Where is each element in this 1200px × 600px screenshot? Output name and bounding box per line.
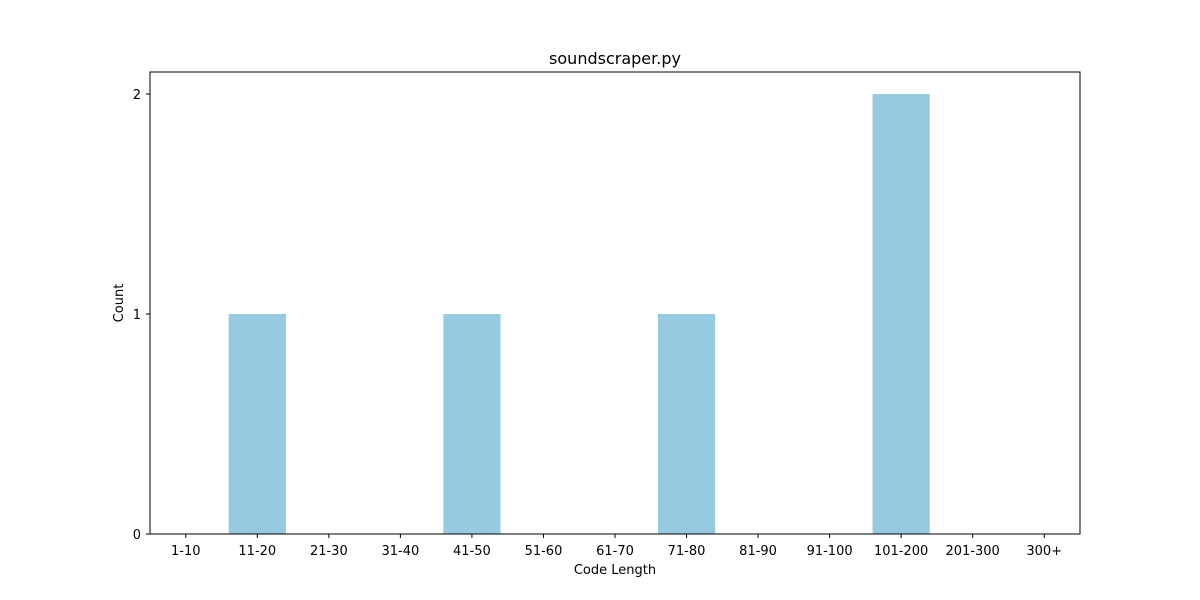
plot-frame [149, 71, 1081, 535]
x-tick-label: 300+ [1026, 544, 1062, 559]
x-tick-label: 31-40 [381, 544, 419, 559]
chart-title: soundscraper.py [549, 49, 681, 68]
y-tick-label: 1 [133, 308, 141, 323]
y-tick-label: 2 [133, 88, 141, 103]
x-tick-label: 71-80 [668, 544, 706, 559]
bars-group [228, 94, 930, 534]
x-tick-label: 91-100 [807, 544, 853, 559]
y-tick-label: 0 [133, 528, 141, 543]
x-tick-label: 81-90 [739, 544, 777, 559]
y-axis-ticks: 0 1 2 [133, 88, 150, 543]
bar-101-200 [872, 94, 930, 534]
x-axis-label: Code Length [574, 563, 656, 578]
x-axis-ticks: 1-10 11-20 21-30 31-40 41-50 51-60 61-70 71-80 8… [171, 534, 1062, 559]
x-tick-label: 61-70 [596, 544, 634, 559]
x-tick-label: 21-30 [310, 544, 348, 559]
bar-11-20 [228, 314, 286, 534]
bar-41-50 [443, 314, 501, 534]
bar-71-80 [657, 314, 716, 534]
x-tick-label: 201-300 [946, 544, 1000, 559]
x-tick-label: 101-200 [874, 544, 928, 559]
x-tick-label: 1-10 [171, 544, 201, 559]
y-axis-label: Count [112, 284, 127, 323]
x-tick-label: 11-20 [238, 544, 276, 559]
x-tick-label: 41-50 [453, 544, 491, 559]
x-tick-label: 51-60 [525, 544, 563, 559]
